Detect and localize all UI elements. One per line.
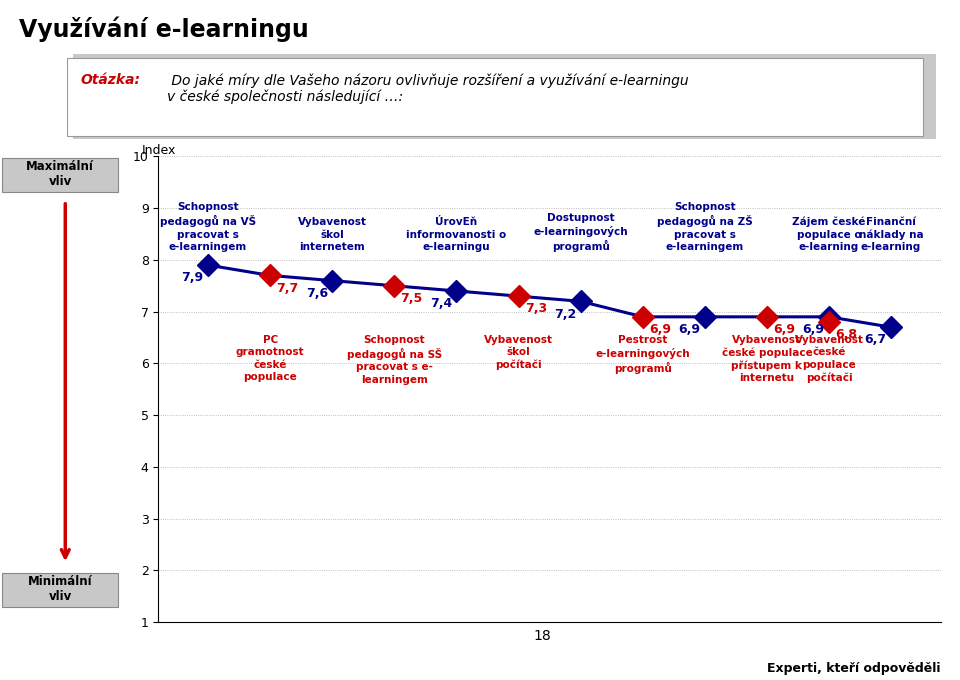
Text: 7,7: 7,7 [276, 282, 299, 294]
Text: Vybavenost
škol
počítači: Vybavenost škol počítači [484, 335, 553, 371]
Text: 7,5: 7,5 [400, 292, 422, 305]
Text: 7,3: 7,3 [525, 303, 547, 316]
Text: 6,9: 6,9 [774, 323, 795, 336]
Text: 6,7: 6,7 [865, 333, 887, 346]
FancyBboxPatch shape [73, 54, 936, 146]
Text: Experti, kteří odpověděli: Experti, kteří odpověděli [767, 662, 941, 675]
Text: PC
gramotnost
české
populace: PC gramotnost české populace [236, 335, 304, 382]
Text: Zájem české
populace o
e-learning: Zájem české populace o e-learning [792, 217, 866, 252]
Text: 7,9: 7,9 [181, 271, 204, 284]
Text: Vybavenost
české populace
přístupem k
internetu: Vybavenost české populace přístupem k in… [722, 335, 812, 384]
Text: Finanční
náklady na
e-learning: Finanční náklady na e-learning [859, 217, 924, 252]
Text: 6,8: 6,8 [835, 328, 857, 341]
Text: ÚrovEň
informovanosti o
e-learningu: ÚrovEň informovanosti o e-learningu [406, 218, 507, 252]
Text: 7,2: 7,2 [554, 307, 576, 320]
Text: 7,4: 7,4 [430, 297, 452, 310]
FancyBboxPatch shape [2, 158, 117, 192]
Text: Maximální
vliv: Maximální vliv [26, 160, 94, 188]
Text: Schopnost
pedagogů na SŠ
pracovat s e-
learningem: Schopnost pedagogů na SŠ pracovat s e- l… [347, 335, 442, 385]
Text: 6,9: 6,9 [649, 323, 671, 336]
Text: Schopnost
pedagogů na VŠ
pracovat s
e-learningem: Schopnost pedagogů na VŠ pracovat s e-le… [160, 202, 256, 252]
Text: Pestrost
e-learningových
programů: Pestrost e-learningových programů [595, 335, 690, 374]
Text: Minimální
vliv: Minimální vliv [28, 575, 92, 603]
Text: 6,9: 6,9 [803, 323, 825, 336]
FancyBboxPatch shape [67, 58, 923, 136]
Text: Do jaké míry dle Vašeho názoru ovlivňuje rozšíření a využívání e-learningu
v čes: Do jaké míry dle Vašeho názoru ovlivňuje… [167, 73, 688, 105]
Text: Vybavenost
české
populace
počítači: Vybavenost české populace počítači [795, 335, 864, 383]
FancyBboxPatch shape [2, 573, 117, 607]
Text: Index: Index [142, 144, 177, 157]
Text: Vybavenost
škol
internetem: Vybavenost škol internetem [298, 218, 367, 252]
Text: 7,6: 7,6 [305, 287, 327, 300]
Text: 6,9: 6,9 [679, 323, 700, 336]
Text: Využívání e-learningu: Využívání e-learningu [19, 17, 309, 42]
Text: 18: 18 [534, 628, 551, 643]
Text: Dostupnost
e-learningových
programů: Dostupnost e-learningových programů [534, 214, 628, 252]
Text: Otázka:: Otázka: [81, 73, 140, 87]
Text: Schopnost
pedagogů na ZŠ
pracovat s
e-learningem: Schopnost pedagogů na ZŠ pracovat s e-le… [657, 202, 753, 252]
